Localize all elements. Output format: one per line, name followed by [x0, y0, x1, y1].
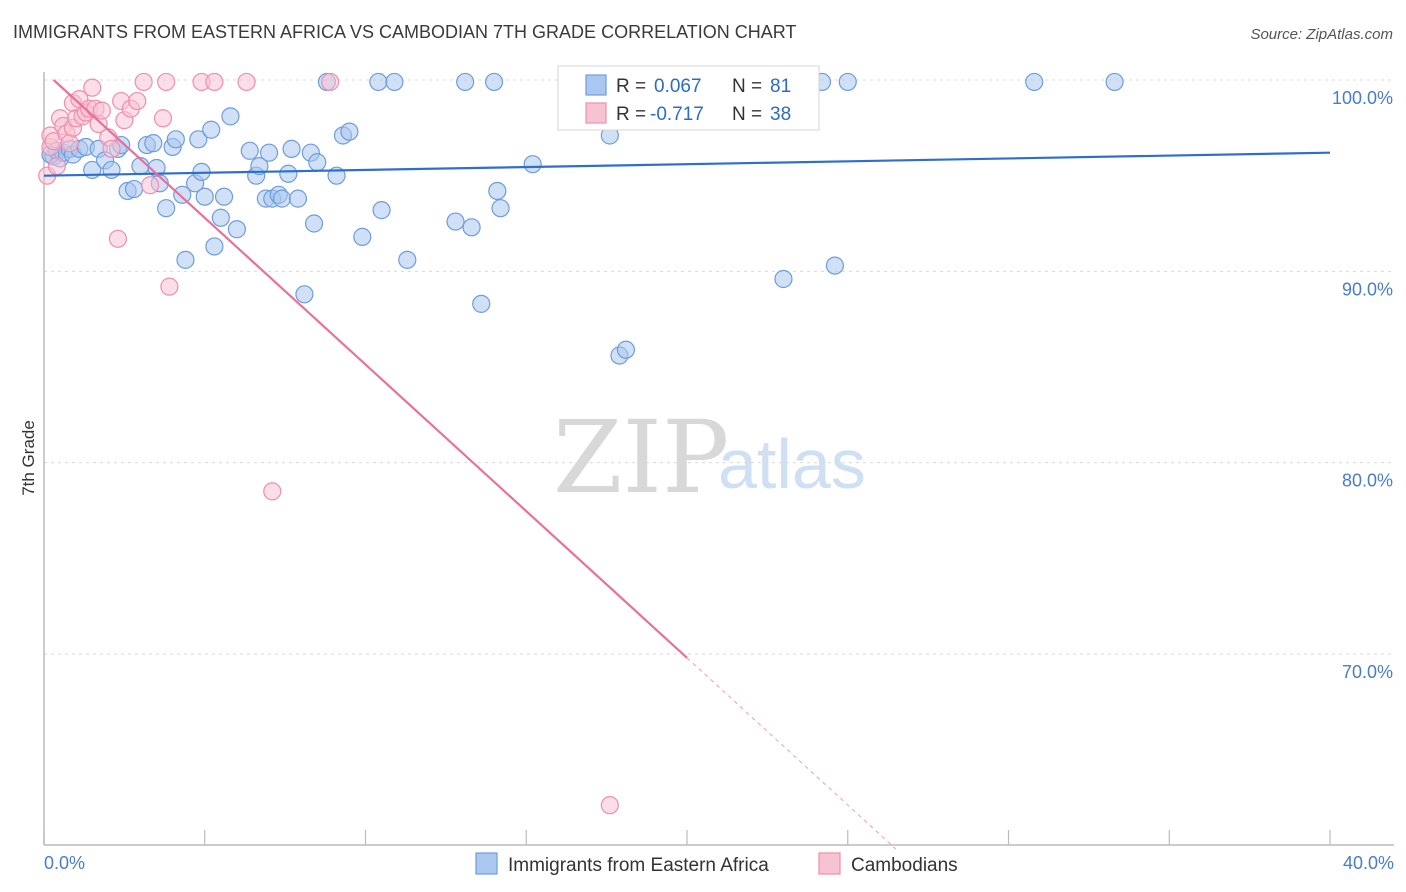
eastern-africa-point-66 — [492, 200, 509, 217]
trend-line-eastern-africa — [44, 153, 1330, 176]
eastern-africa-point-59 — [399, 251, 416, 268]
eastern-africa-point-44 — [280, 165, 297, 182]
y-tick-labels: 100.0% 90.0% 80.0% 70.0% — [1332, 88, 1393, 682]
eastern-africa-point-61 — [457, 73, 474, 90]
cambodians-point-34 — [238, 73, 255, 90]
eastern-africa-point-15 — [126, 181, 143, 198]
eastern-africa-point-29 — [196, 188, 213, 205]
eastern-africa-point-78 — [1026, 73, 1043, 90]
eastern-africa-point-76 — [826, 257, 843, 274]
legend-n-value-pink: 38 — [770, 104, 791, 125]
eastern-africa-point-45 — [283, 140, 300, 157]
eastern-africa-point-50 — [309, 154, 326, 171]
cambodians-point-4 — [48, 158, 65, 175]
eastern-africa-point-33 — [216, 188, 233, 205]
eastern-africa-point-63 — [473, 295, 490, 312]
y-tick-label-90: 90.0% — [1342, 279, 1393, 299]
cambodians-point-28 — [142, 177, 159, 194]
bottom-legend-swatch-pink — [819, 853, 840, 874]
scatter-chart: IMMIGRANTS FROM EASTERN AFRICA VS CAMBOD… — [0, 0, 1406, 892]
legend-n-value-blue: 81 — [770, 76, 791, 97]
eastern-africa-point-64 — [486, 73, 503, 90]
watermark-zip: ZIP — [553, 399, 729, 516]
y-axis-label: 7th Grade — [19, 420, 38, 496]
source-text: Source: ZipAtlas.com — [1250, 26, 1393, 43]
bottom-legend-label-blue: Immigrants from Eastern Africa — [508, 855, 769, 876]
bottom-legend-label-pink: Cambodians — [851, 855, 958, 876]
legend-n-label-blue: N = — [732, 76, 762, 97]
cambodians-point-8 — [61, 135, 78, 152]
cambodians-point-30 — [158, 73, 175, 90]
legend-r-value-blue: 0.067 — [654, 76, 702, 97]
eastern-africa-point-31 — [206, 238, 223, 255]
y-tick-label-100: 100.0% — [1332, 88, 1393, 108]
eastern-africa-point-55 — [354, 228, 371, 245]
eastern-africa-point-32 — [212, 209, 229, 226]
eastern-africa-point-25 — [177, 251, 194, 268]
watermark-atlas: atlas — [718, 425, 866, 503]
legend-n-label-pink: N = — [732, 104, 762, 125]
eastern-africa-point-56 — [370, 73, 387, 90]
cambodians-point-36 — [322, 73, 339, 90]
eastern-africa-point-62 — [463, 219, 480, 236]
x-axis-ticks — [44, 830, 1330, 845]
cambodians-point-35 — [264, 483, 281, 500]
legend-r-value-pink: -0.717 — [650, 104, 704, 125]
eastern-africa-point-54 — [341, 123, 358, 140]
eastern-africa-point-18 — [145, 135, 162, 152]
eastern-africa-point-46 — [289, 190, 306, 207]
eastern-africa-point-21 — [158, 200, 175, 217]
eastern-africa-point-79 — [1106, 73, 1123, 90]
eastern-africa-point-23 — [167, 131, 184, 148]
eastern-africa-point-47 — [296, 286, 313, 303]
eastern-africa-point-34 — [222, 108, 239, 125]
eastern-africa-point-77 — [839, 73, 856, 90]
correlation-legend: R = 0.067 N = 81 R = -0.717 N = 38 — [558, 66, 819, 130]
cambodians-point-33 — [206, 73, 223, 90]
eastern-africa-point-49 — [306, 215, 323, 232]
cambodians-point-26 — [129, 93, 146, 110]
cambodians-point-22 — [109, 230, 126, 247]
eastern-africa-point-35 — [228, 221, 245, 238]
eastern-africa-point-43 — [273, 190, 290, 207]
cambodians-point-27 — [135, 73, 152, 90]
eastern-africa-point-65 — [489, 182, 506, 199]
eastern-africa-point-72 — [617, 341, 634, 358]
eastern-africa-point-58 — [386, 73, 403, 90]
eastern-africa-point-67 — [524, 156, 541, 173]
y-tick-label-80: 80.0% — [1342, 471, 1393, 491]
legend-swatch-blue — [586, 75, 606, 95]
cambodians-point-29 — [154, 110, 171, 127]
eastern-africa-point-30 — [203, 121, 220, 138]
cambodians-point-21 — [103, 140, 120, 157]
cambodians-point-19 — [93, 102, 110, 119]
x-tick-label-max: 40.0% — [1343, 853, 1394, 873]
chart-title: IMMIGRANTS FROM EASTERN AFRICA VS CAMBOD… — [13, 22, 796, 42]
bottom-legend-swatch-blue — [476, 853, 497, 874]
series-legend: Immigrants from Eastern Africa Cambodian… — [476, 853, 958, 876]
eastern-africa-point-74 — [775, 270, 792, 287]
eastern-africa-point-60 — [447, 213, 464, 230]
trend-line-cambodians-extrapolated — [687, 658, 896, 849]
cambodians-point-31 — [161, 278, 178, 295]
eastern-africa-point-57 — [373, 202, 390, 219]
cambodians-point-37 — [601, 797, 618, 814]
legend-r-label-pink: R = — [616, 104, 646, 125]
y-tick-label-70: 70.0% — [1342, 662, 1393, 682]
eastern-africa-point-36 — [241, 142, 258, 159]
eastern-africa-point-40 — [261, 144, 278, 161]
gridlines — [44, 80, 1394, 654]
legend-swatch-pink — [586, 103, 606, 123]
eastern-africa-point-11 — [103, 161, 120, 178]
x-tick-label-min: 0.0% — [44, 853, 85, 873]
cambodians-point-16 — [84, 79, 101, 96]
legend-r-label-blue: R = — [616, 76, 646, 97]
